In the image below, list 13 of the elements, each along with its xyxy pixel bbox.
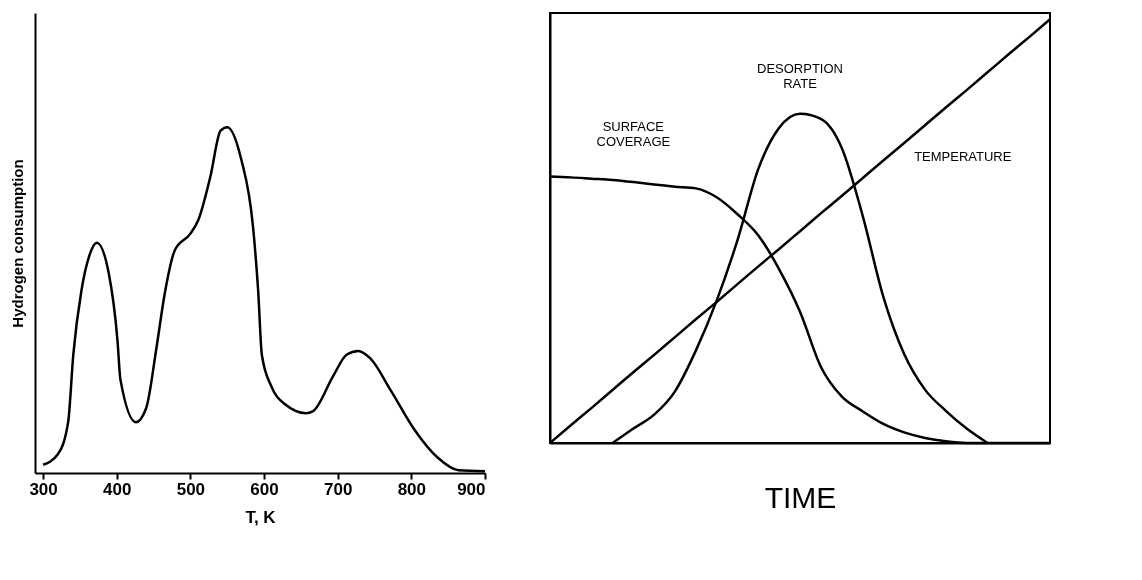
x-axis-title: TIME [764,480,837,514]
x-tick-label: 900 [457,479,486,499]
text: SURFACE COVERAGE [596,119,671,150]
text: DESORPTION RATE [757,60,843,91]
x-tick-label: 700 [324,479,353,499]
x-axis-title: T, K [245,507,277,527]
x-tick-label: 800 [397,479,427,499]
x-tick-label: 300 [29,479,58,499]
y-axis-title: Hydrogen consumption [8,159,26,328]
series-label: TEMPERATURE [914,149,1012,165]
x-tick-label: 400 [103,479,132,499]
x-tick-label: 600 [250,479,279,499]
x-tick-label: 500 [176,479,206,499]
